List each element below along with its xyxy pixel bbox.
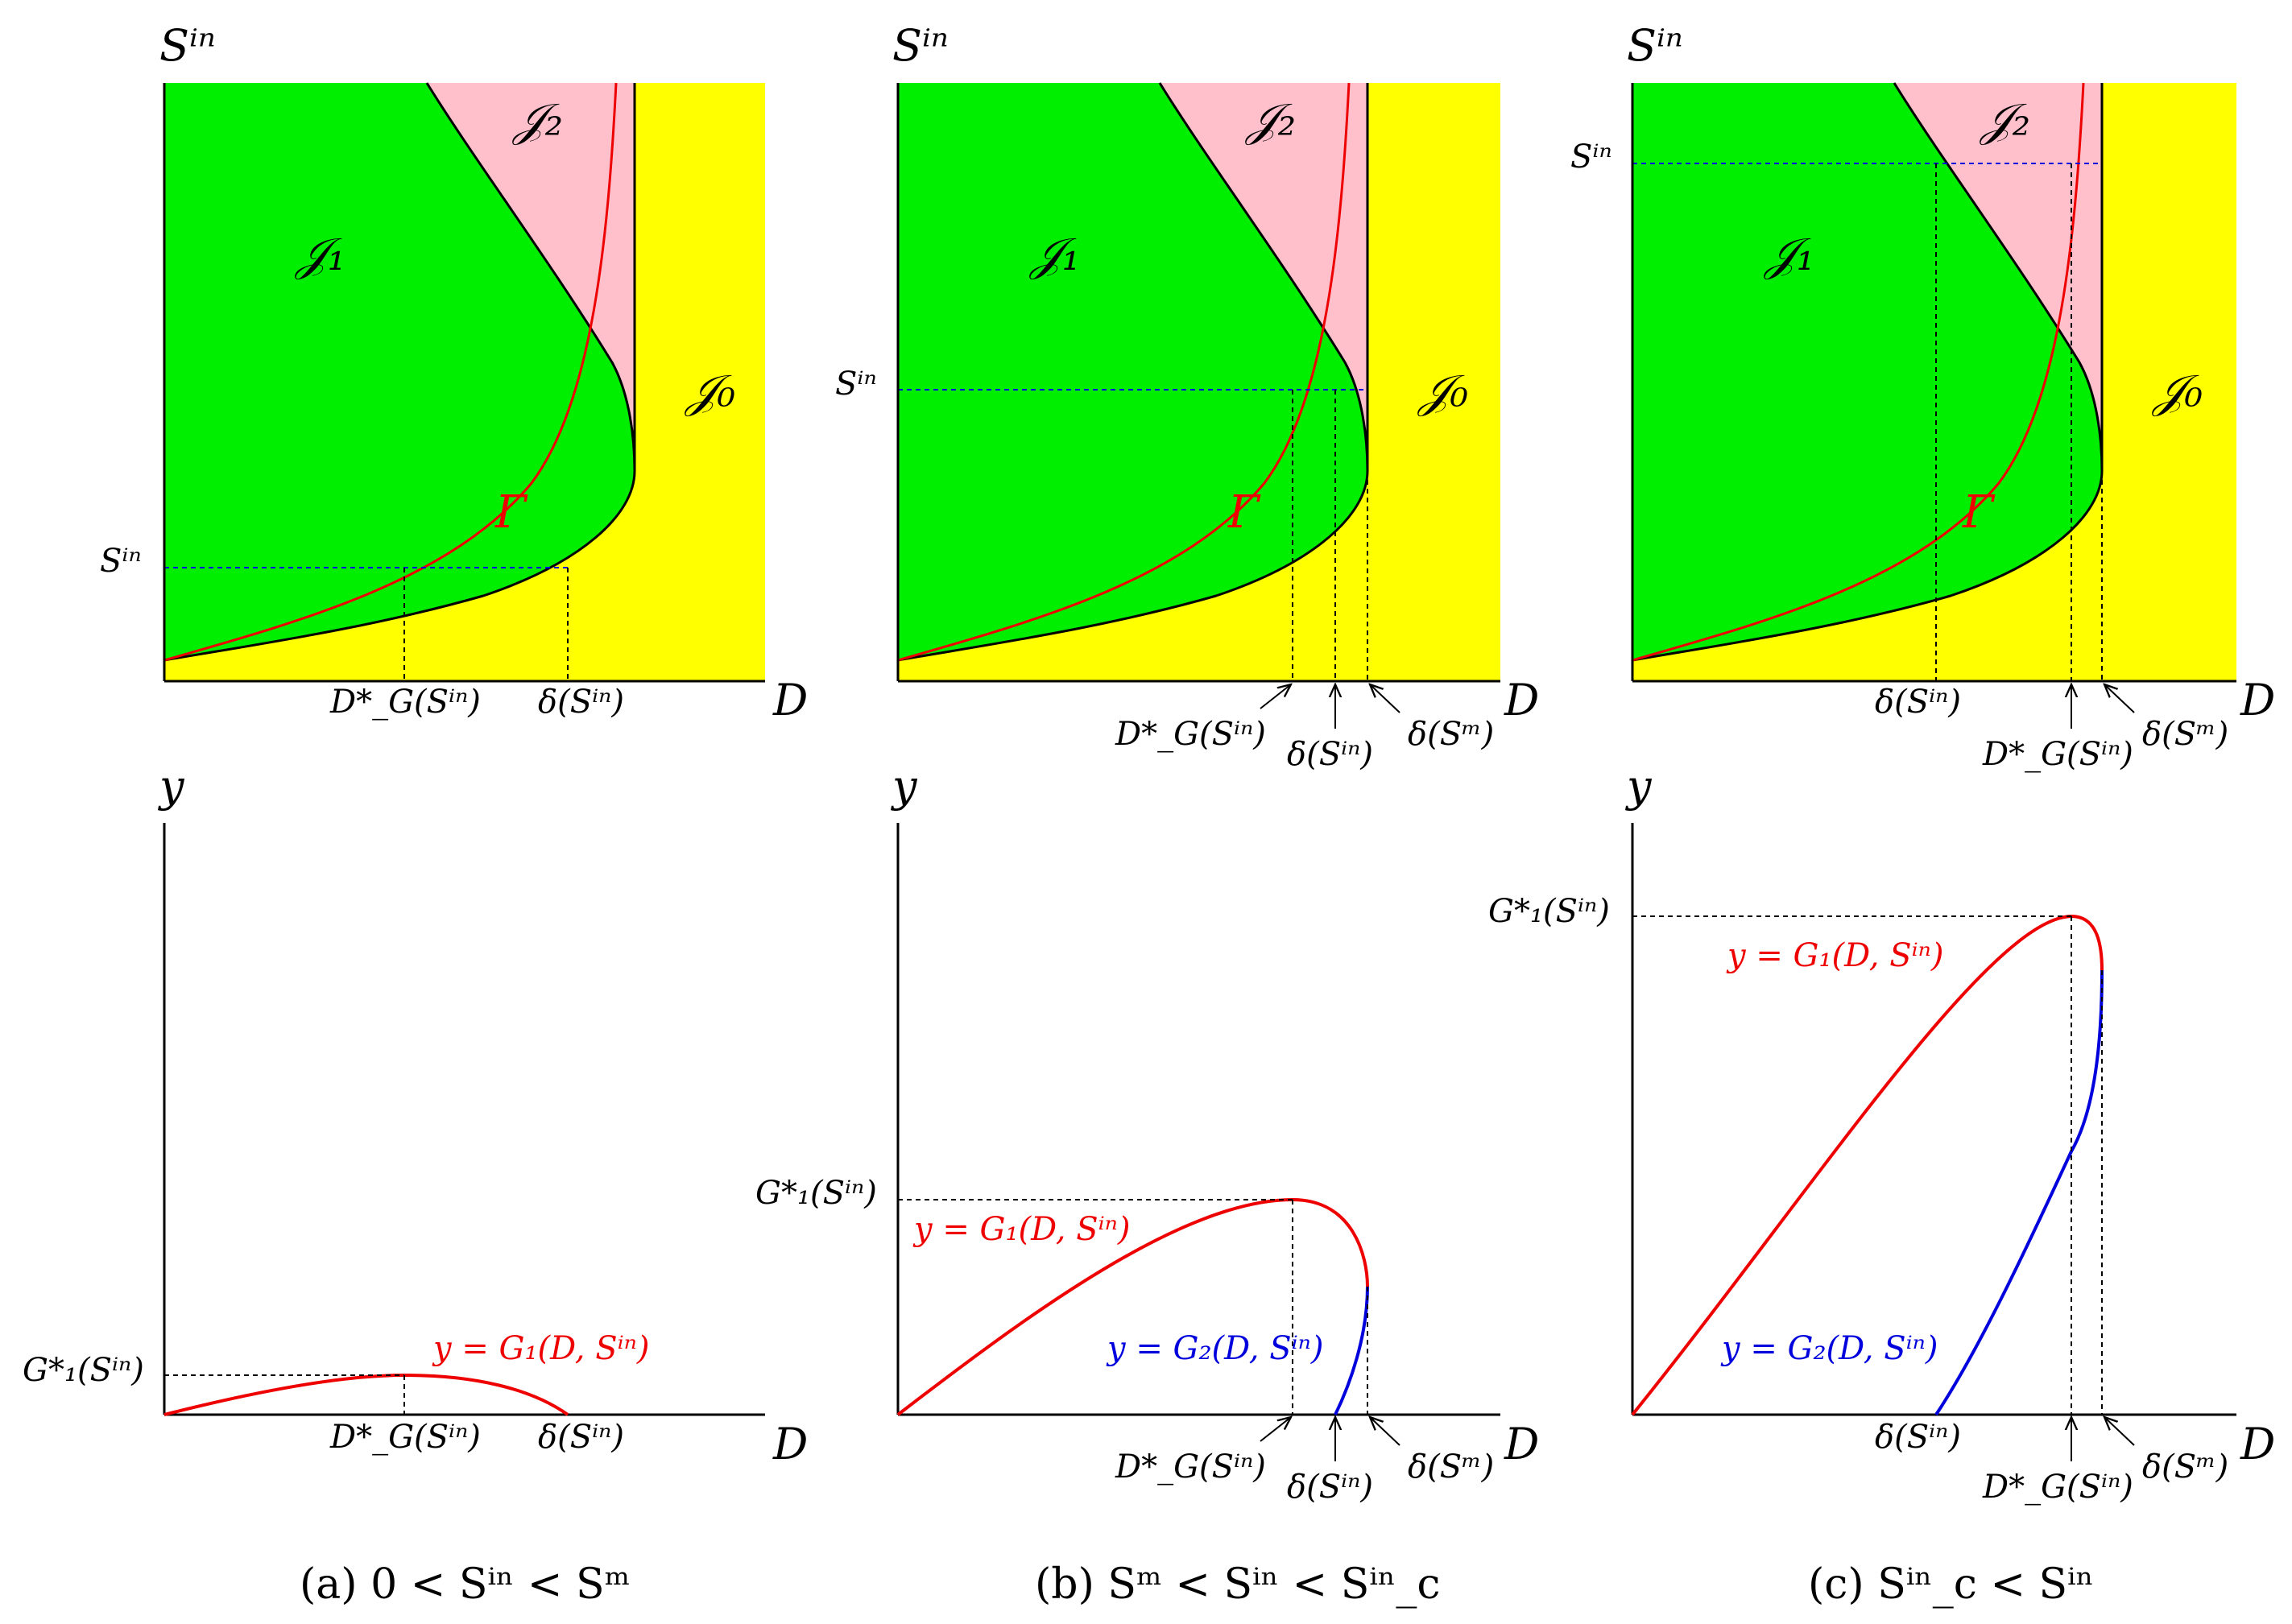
gamma-curve — [897, 82, 1351, 662]
tick-delta-Sin: δ(Sⁱⁿ) — [1875, 1419, 1961, 1456]
label-J1: 𝒥₁ — [1763, 229, 1814, 281]
gamma-curve — [1632, 82, 2085, 662]
arrow-delta-Sm — [2104, 684, 2135, 713]
label-J1: 𝒥₁ — [294, 229, 345, 281]
region-J1 — [164, 83, 635, 660]
tick-delta-Sin: δ(Sⁱⁿ) — [538, 1419, 624, 1456]
y-axis-label: Sⁱⁿ — [159, 20, 216, 71]
label-J1: 𝒥₁ — [1028, 229, 1080, 281]
label-J2: 𝒥₂ — [1244, 94, 1296, 147]
tick-Sin: Sⁱⁿ — [1570, 138, 1612, 176]
curve-G1 — [1631, 914, 2104, 1416]
tick-DG: D*_G(Sⁱⁿ) — [1982, 736, 2133, 773]
arrow-delta-Sm — [1370, 1417, 1400, 1446]
label-J0: 𝒥₀ — [1417, 366, 1468, 418]
x-axis-label: D — [2240, 1419, 2275, 1469]
tick-delta-Sm: δ(Sᵐ) — [1408, 1448, 1494, 1486]
label-curve-G2: y = G₂(D, Sⁱⁿ) — [1106, 1330, 1323, 1367]
caption-b: (b) Sᵐ < Sⁱⁿ < Sⁱⁿ_c — [1035, 1560, 1440, 1609]
panel-c-bottom: y D G*₁(Sⁱⁿ) y = G₁(D, Sⁱⁿ) y = G₂(D, Sⁱ… — [1488, 761, 2275, 1506]
label-curve-G1: y = G₁(D, Sⁱⁿ) — [1726, 937, 1943, 974]
boundary-curve — [1632, 82, 2104, 662]
arrow-delta-Sm — [1370, 684, 1400, 713]
gamma-curve — [163, 82, 618, 662]
label-curve-G1: y = G₁(D, Sⁱⁿ) — [912, 1211, 1130, 1248]
tick-DG: D*_G(Sⁱⁿ) — [1982, 1469, 2133, 1506]
label-curve-G2: y = G₂(D, Sⁱⁿ) — [1720, 1330, 1938, 1367]
tick-G1star: G*₁(Sⁱⁿ) — [1488, 893, 1610, 930]
y-axis-label: y — [158, 761, 185, 812]
label-gamma: Γ — [1227, 486, 1261, 539]
arrow-DG — [1260, 684, 1291, 709]
label-J0: 𝒥₀ — [2151, 366, 2203, 418]
region-J2 — [427, 83, 635, 471]
tick-delta-Sm: δ(Sᵐ) — [1408, 716, 1494, 753]
caption-a: (a) 0 < Sⁱⁿ < Sᵐ — [300, 1560, 631, 1609]
x-axis-label: D — [1504, 1419, 1539, 1469]
boundary-curve — [163, 82, 636, 662]
tick-DG: D*_G(Sⁱⁿ) — [1115, 716, 1266, 753]
y-axis-label: Sⁱⁿ — [1627, 20, 1683, 71]
arrow-DG — [1260, 1417, 1291, 1442]
x-axis-label: D — [772, 1419, 808, 1469]
arrow-delta-Sm — [2104, 1417, 2135, 1446]
tick-DG: D*_G(Sⁱⁿ) — [1115, 1448, 1266, 1486]
y-axis-label: Sⁱⁿ — [892, 20, 949, 71]
region-J2 — [1160, 83, 1367, 471]
curve-G2 — [1934, 969, 2104, 1416]
curve-G1 — [896, 1197, 1369, 1416]
tick-Sin: Sⁱⁿ — [100, 543, 142, 580]
tick-DG: D*_G(Sⁱⁿ) — [329, 684, 481, 721]
curve-G2 — [1334, 1286, 1369, 1415]
tick-delta-Sm: δ(Sᵐ) — [2142, 1448, 2228, 1486]
tick-delta-Sin: δ(Sⁱⁿ) — [1287, 1469, 1373, 1506]
caption-c: (c) Sⁱⁿ_c < Sⁱⁿ — [1808, 1560, 2094, 1609]
label-J0: 𝒥₀ — [684, 366, 735, 418]
y-axis-label: y — [1625, 761, 1653, 812]
label-gamma: Γ — [1962, 486, 1996, 539]
curve-G1 — [163, 1373, 569, 1416]
tick-G1star: G*₁(Sⁱⁿ) — [755, 1175, 877, 1212]
panel-a-top: Sⁱⁿ D 𝒥₁ 𝒥₂ 𝒥₀ Γ Sⁱⁿ D*_G(Sⁱⁿ) δ(Sⁱⁿ) — [100, 20, 808, 725]
x-axis-label: D — [772, 675, 808, 725]
label-curve-G1: y = G₁(D, Sⁱⁿ) — [432, 1330, 649, 1367]
label-J2: 𝒥₂ — [511, 94, 563, 147]
x-axis-label: D — [2240, 675, 2275, 725]
tick-Sin: Sⁱⁿ — [835, 366, 877, 403]
tick-G1star: G*₁(Sⁱⁿ) — [23, 1352, 144, 1389]
tick-delta-Sin: δ(Sⁱⁿ) — [538, 684, 624, 721]
panel-b-top: Sⁱⁿ D 𝒥₁ 𝒥₂ 𝒥₀ Γ Sⁱⁿ D*_G(Sⁱⁿ) δ(Sⁱⁿ) δ(… — [835, 20, 1539, 773]
panel-b-bottom: y D G*₁(Sⁱⁿ) y = G₁(D, Sⁱⁿ) y = G₂(D, Sⁱ… — [755, 761, 1539, 1506]
panel-a-bottom: y D G*₁(Sⁱⁿ) y = G₁(D, Sⁱⁿ) D*_G(Sⁱⁿ) δ(… — [23, 761, 808, 1469]
boundary-curve — [897, 82, 1369, 662]
region-J1 — [1632, 83, 2102, 660]
panel-c-top: Sⁱⁿ D 𝒥₁ 𝒥₂ 𝒥₀ Γ Sⁱⁿ δ(Sⁱⁿ) D*_G(Sⁱⁿ) δ(… — [1570, 20, 2275, 773]
tick-delta-Sin: δ(Sⁱⁿ) — [1875, 684, 1961, 721]
region-J2 — [1894, 83, 2102, 471]
tick-delta-Sm: δ(Sᵐ) — [2142, 716, 2228, 753]
region-J1 — [898, 83, 1367, 660]
tick-delta-Sin: δ(Sⁱⁿ) — [1287, 736, 1373, 773]
y-axis-label: y — [891, 761, 918, 812]
label-gamma: Γ — [494, 486, 528, 539]
tick-DG: D*_G(Sⁱⁿ) — [329, 1419, 481, 1456]
label-J2: 𝒥₂ — [1979, 94, 2030, 147]
x-axis-label: D — [1504, 675, 1539, 725]
